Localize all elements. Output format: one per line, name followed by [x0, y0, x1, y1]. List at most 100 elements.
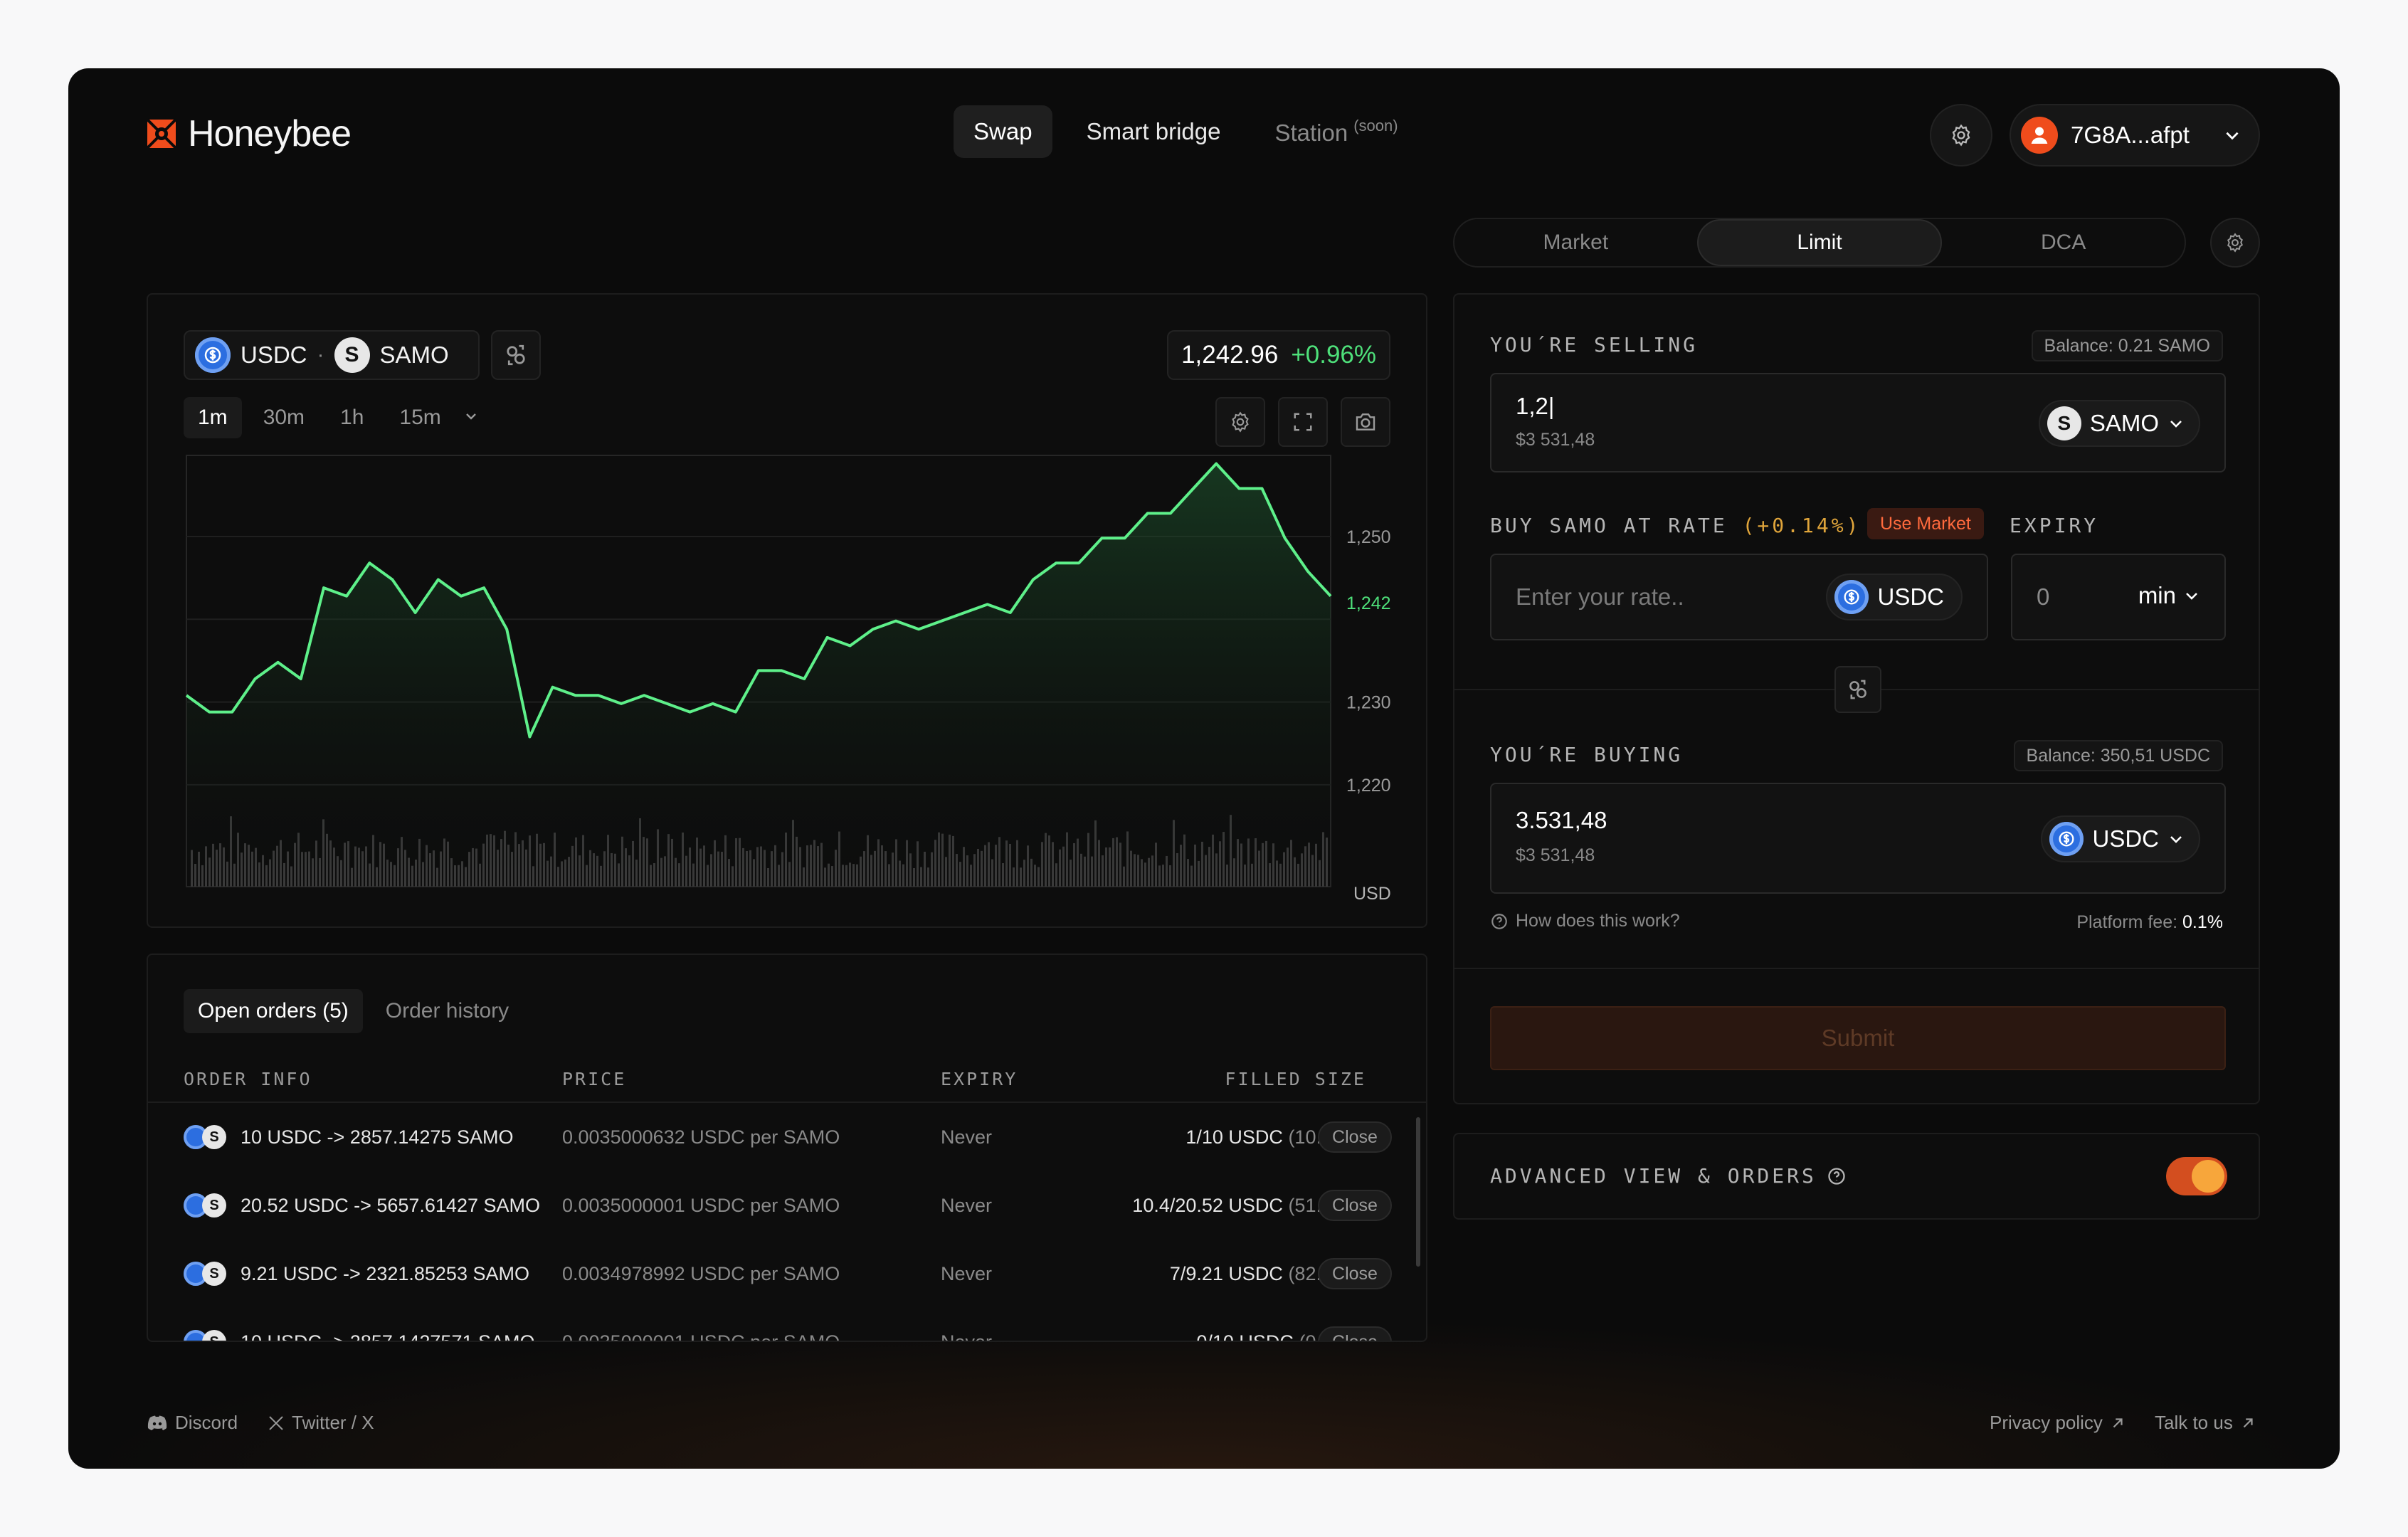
- y-tick-label: 1,250: [1346, 527, 1391, 547]
- y-tick-label: 1,230: [1346, 693, 1391, 713]
- chart-settings-button[interactable]: [1215, 397, 1265, 447]
- nav-smart-bridge[interactable]: Smart bridge: [1067, 105, 1241, 158]
- chart-panel: USDC · S SAMO 1,242.96 +0.96% 1m 30m 1h …: [147, 293, 1427, 928]
- order-type-tabs: Market Limit DCA: [1453, 218, 2186, 268]
- advanced-label-text: ADVANCED VIEW & ORDERS: [1490, 1164, 1817, 1188]
- selling-token-selector[interactable]: S SAMO: [2038, 400, 2200, 447]
- buying-token-name: USDC: [2092, 825, 2159, 852]
- nav-station[interactable]: Station (soon): [1255, 104, 1417, 159]
- pair-selector[interactable]: USDC · S SAMO: [184, 330, 480, 380]
- wallet-avatar: [2021, 117, 2058, 154]
- expiry-field[interactable]: 0 min: [2011, 554, 2226, 640]
- timeframe-selector: 1m 30m 1h 15m: [184, 397, 480, 438]
- screenshot-button[interactable]: [1341, 397, 1390, 447]
- order-info: 10 USDC -> 2857.14275 SAMO: [241, 1126, 514, 1148]
- orders-scrollbar[interactable]: [1416, 1117, 1420, 1267]
- price-change: +0.96%: [1291, 341, 1376, 369]
- timeframe-1h[interactable]: 1h: [326, 397, 378, 438]
- brand-name: Honeybee: [188, 113, 352, 154]
- selling-token-name: SAMO: [2089, 410, 2159, 436]
- rate-token[interactable]: USDC: [1826, 574, 1963, 620]
- talk-to-us-text: Talk to us: [2155, 1412, 2233, 1433]
- order-info: 10 USDC -> 2857.1427571 SAMO: [241, 1331, 535, 1342]
- close-order-button[interactable]: Close: [1318, 1326, 1392, 1341]
- col-price: PRICE: [562, 1069, 627, 1089]
- nav-station-label: Station: [1274, 120, 1348, 146]
- pair-icons: S: [184, 1125, 228, 1149]
- selling-balance: Balance: 0.21 SAMO: [2031, 330, 2223, 361]
- submit-button[interactable]: Submit: [1490, 1006, 2226, 1070]
- use-market-button[interactable]: Use Market: [1867, 508, 1984, 539]
- fullscreen-button[interactable]: [1278, 397, 1328, 447]
- current-price: 1,242.96: [1181, 341, 1279, 369]
- filled-amount: 10.4/20.52 USDC: [1132, 1195, 1283, 1216]
- price-display: 1,242.96 +0.96%: [1167, 330, 1390, 380]
- tab-limit[interactable]: Limit: [1696, 219, 1943, 266]
- close-order-button[interactable]: Close: [1318, 1258, 1392, 1289]
- toggle-knob: [2192, 1160, 2224, 1193]
- buying-usd-value: $3 531,48: [1516, 845, 1595, 865]
- buying-amount-field[interactable]: 3.531,48 $3 531,48 USDC: [1490, 783, 2226, 894]
- timeframe-15m[interactable]: 15m: [385, 397, 455, 438]
- pair-icons: S: [184, 1330, 228, 1341]
- orders-tabs: Open orders (5) Order history: [184, 989, 523, 1033]
- gear-icon: [1952, 124, 1970, 147]
- advanced-view-toggle[interactable]: [2166, 1157, 2227, 1195]
- close-order-button[interactable]: Close: [1318, 1121, 1392, 1153]
- how-it-works-link[interactable]: How does this work?: [1490, 911, 1680, 931]
- expiry-label: EXPIRY: [2010, 514, 2099, 537]
- discord-link[interactable]: Discord: [147, 1412, 238, 1434]
- trade-settings-button[interactable]: [2210, 218, 2260, 268]
- tab-order-history[interactable]: Order history: [371, 989, 523, 1033]
- order-price: 0.0035000001 USDC per SAMO: [562, 1331, 840, 1342]
- gear-icon: [2227, 233, 2243, 253]
- nav-swap[interactable]: Swap: [954, 105, 1052, 158]
- current-price-label: 1,242: [1346, 593, 1391, 613]
- arrow-up-right-icon: [2113, 1417, 2123, 1427]
- timeframe-1m[interactable]: 1m: [184, 397, 242, 438]
- swap-arrows-icon: [507, 344, 525, 366]
- tab-market[interactable]: Market: [1454, 219, 1697, 266]
- rate-field[interactable]: USDC: [1490, 554, 1988, 640]
- tab-dca[interactable]: DCA: [1942, 219, 2185, 266]
- arrow-up-right-icon: [2243, 1417, 2253, 1427]
- usdc-icon: [2049, 822, 2084, 856]
- samo-icon: S: [202, 1262, 226, 1286]
- twitter-text: Twitter / X: [292, 1412, 374, 1433]
- buying-token-selector[interactable]: USDC: [2041, 815, 2200, 862]
- price-chart[interactable]: 1,250 1,230 1,220 1,242 USD: [148, 295, 1429, 929]
- expiry-value: 0: [2037, 583, 2050, 610]
- wallet-button[interactable]: 7G8A...afpt: [2010, 104, 2260, 167]
- price-area: [186, 463, 1331, 887]
- expiry-unit: min: [2138, 582, 2176, 608]
- advanced-view-panel: ADVANCED VIEW & ORDERS: [1453, 1133, 2260, 1220]
- timeframe-30m[interactable]: 30m: [249, 397, 319, 438]
- filled-amount: 7/9.21 USDC: [1169, 1263, 1283, 1284]
- rate-token-name: USDC: [1877, 583, 1944, 610]
- order-expiry: Never: [941, 1331, 993, 1342]
- talk-to-us-link[interactable]: Talk to us: [2155, 1412, 2256, 1434]
- app-window: Honeybee Swap Smart bridge Station (soon)…: [68, 68, 2340, 1469]
- privacy-policy-link[interactable]: Privacy policy: [1990, 1412, 2126, 1434]
- twitter-link[interactable]: Twitter / X: [268, 1412, 374, 1434]
- buying-amount: 3.531,48: [1516, 807, 1607, 833]
- privacy-policy-text: Privacy policy: [1990, 1412, 2103, 1433]
- timeframe-dropdown[interactable]: [463, 408, 480, 428]
- brand-logo[interactable]: Honeybee: [145, 111, 352, 157]
- selling-amount-input[interactable]: 1,2| $3 531,48 S SAMO: [1490, 373, 2226, 472]
- flip-tokens-button[interactable]: [1834, 666, 1881, 713]
- selling-amount: 1,2|: [1516, 393, 1555, 419]
- expiry-unit-selector[interactable]: min: [2138, 582, 2200, 609]
- close-order-button[interactable]: Close: [1318, 1190, 1392, 1221]
- pair-icons: S: [184, 1262, 228, 1286]
- flip-pair-button[interactable]: [491, 330, 541, 380]
- soon-badge: (soon): [1353, 117, 1398, 134]
- col-order-info: ORDER INFO: [184, 1069, 312, 1089]
- chevron-down-icon: [2226, 132, 2239, 140]
- limit-order-form: YOU´RE SELLING Balance: 0.21 SAMO 1,2| $…: [1453, 293, 2260, 1104]
- settings-button[interactable]: [1930, 104, 1992, 167]
- order-info: 20.52 USDC -> 5657.61427 SAMO: [241, 1195, 540, 1216]
- pair-icons: S: [184, 1193, 228, 1218]
- tab-open-orders[interactable]: Open orders (5): [184, 989, 363, 1033]
- order-price: 0.0034978992 USDC per SAMO: [562, 1263, 840, 1284]
